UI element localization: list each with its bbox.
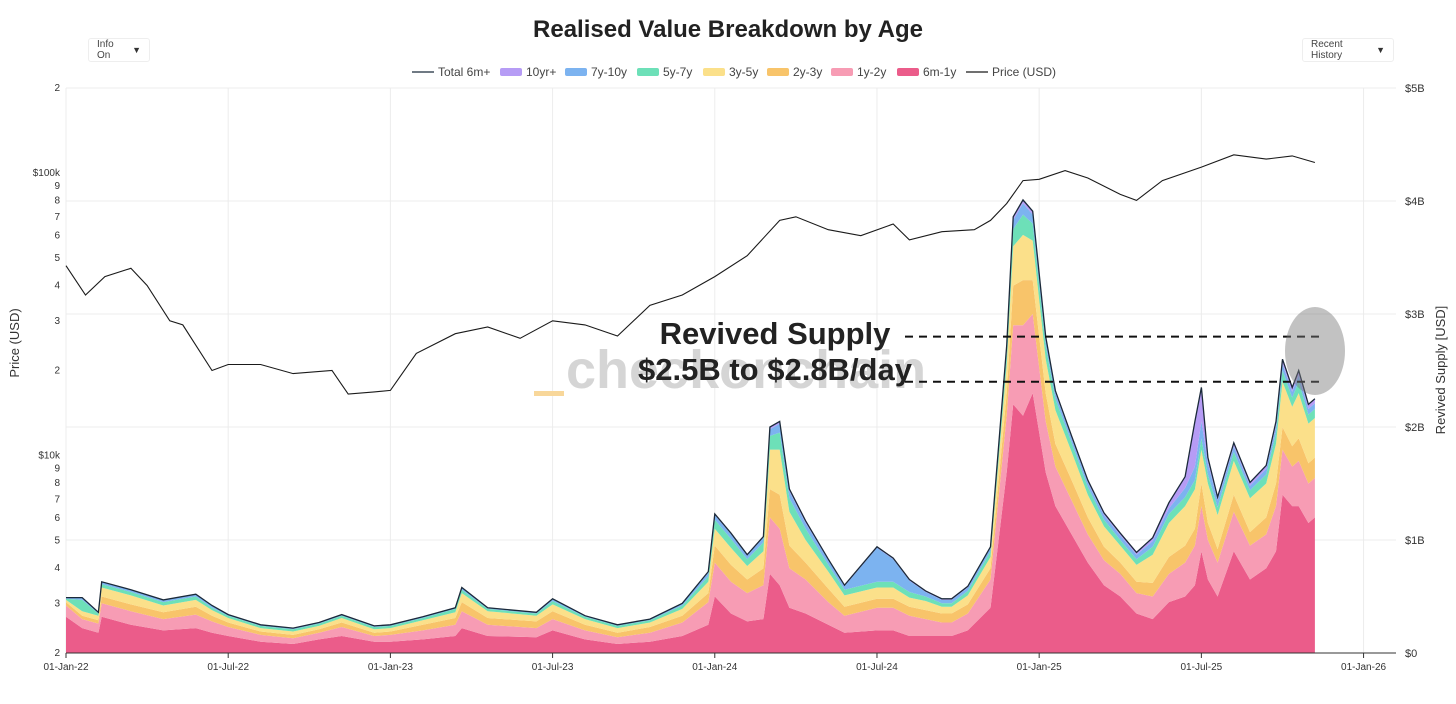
x-tick-label: 01-Jan-26 — [1341, 662, 1386, 673]
left-tick-label: 2 — [54, 648, 60, 659]
left-tick-label: 2 — [54, 366, 60, 377]
legend: Total 6m+ 10yr+ 7y-10y 5y-7y 3y-5y 2y-3y 1y-2y… — [412, 65, 1056, 79]
x-tick-label: 01-Jul-22 — [207, 662, 249, 673]
chart-title: Realised Value Breakdown by Age — [533, 16, 923, 43]
total-6m-line — [66, 198, 1316, 629]
right-tick-label: $5B — [1405, 83, 1425, 95]
axes: 01-Jan-22 01-Jul-22 01-Jan-23 01-Jul-23 01-J… — [33, 83, 1425, 673]
left-tick-label: 9 — [54, 181, 60, 192]
left-tick-label: 8 — [54, 195, 60, 206]
legend-swatch-3y5y — [703, 68, 725, 76]
right-tick-label: $3B — [1405, 309, 1425, 321]
x-tick-label: 01-Jul-23 — [532, 662, 574, 673]
left-tick-label: 5 — [54, 536, 60, 547]
left-tick-label: 7 — [54, 212, 60, 223]
legend-swatch-6m1y — [897, 68, 919, 76]
chevron-down-icon: ▼ — [132, 45, 141, 55]
left-tick-label: 9 — [54, 463, 60, 474]
legend-label-6m1y: 6m-1y — [923, 65, 956, 79]
left-tick-label: $10k — [38, 451, 61, 462]
legend-swatch-10yr — [500, 68, 522, 76]
x-tick-label: 01-Jul-24 — [856, 662, 898, 673]
right-tick-label: $0 — [1405, 648, 1417, 660]
left-tick-label: 3 — [54, 316, 60, 327]
legend-label-total: Total 6m+ — [438, 65, 490, 79]
left-tick-label: 4 — [54, 280, 60, 291]
legend-label-10yr: 10yr+ — [526, 65, 556, 79]
history-dropdown-label: Recent History — [1311, 39, 1343, 61]
x-tick-label: 01-Jan-24 — [692, 662, 737, 673]
right-tick-label: $2B — [1405, 422, 1425, 434]
left-tick-label: 7 — [54, 494, 60, 505]
left-tick-label: 5 — [54, 253, 60, 264]
legend-label-1y2y: 1y-2y — [857, 65, 886, 79]
area-6m1y — [66, 393, 1315, 653]
left-tick-label: 8 — [54, 478, 60, 489]
right-tick-label: $4B — [1405, 196, 1425, 208]
annotation: Revived Supply $2.5B to $2.8B/day — [638, 307, 1345, 395]
left-tick-label: 6 — [54, 513, 60, 524]
legend-label-2y3y: 2y-3y — [793, 65, 822, 79]
chevron-down-icon: ▼ — [1376, 45, 1385, 55]
right-axis-title: Revived Supply [USD] — [1433, 306, 1448, 435]
left-tick-label: 4 — [54, 563, 60, 574]
price-line-group — [65, 154, 1316, 395]
legend-swatch-1y2y — [831, 68, 853, 76]
left-tick-label: 2 — [54, 83, 60, 94]
info-dropdown[interactable]: Info On ▼ — [88, 38, 150, 62]
info-dropdown-label: Info On — [97, 39, 114, 61]
legend-swatch-5y7y — [637, 68, 659, 76]
price-line — [65, 154, 1316, 395]
legend-label-price: Price (USD) — [992, 65, 1056, 79]
watermark-underscore — [534, 391, 564, 396]
x-tick-label: 01-Jan-25 — [1017, 662, 1062, 673]
annotation-line-2: $2.5B to $2.8B/day — [638, 352, 913, 387]
legend-label-7y10y: 7y-10y — [591, 65, 627, 79]
watermark-text: checkonchain — [566, 340, 926, 400]
left-tick-label: $100k — [33, 168, 61, 179]
right-tick-label: $1B — [1405, 535, 1425, 547]
stacked-areas — [66, 198, 1316, 653]
x-tick-label: 01-Jan-22 — [43, 662, 88, 673]
x-tick-label: 01-Jan-23 — [368, 662, 413, 673]
legend-label-5y7y: 5y-7y — [663, 65, 692, 79]
annotation-line-1: Revived Supply — [660, 316, 892, 351]
left-axis-title: Price (USD) — [7, 308, 22, 377]
legend-swatch-7y10y — [565, 68, 587, 76]
highlight-ellipse — [1285, 307, 1345, 395]
legend-label-3y5y: 3y-5y — [729, 65, 758, 79]
watermark: checkonchain — [534, 340, 926, 400]
x-tick-label: 01-Jul-25 — [1181, 662, 1223, 673]
history-dropdown[interactable]: Recent History ▼ — [1302, 38, 1394, 62]
left-tick-label: 3 — [54, 598, 60, 609]
legend-swatch-2y3y — [767, 68, 789, 76]
left-tick-label: 6 — [54, 231, 60, 242]
